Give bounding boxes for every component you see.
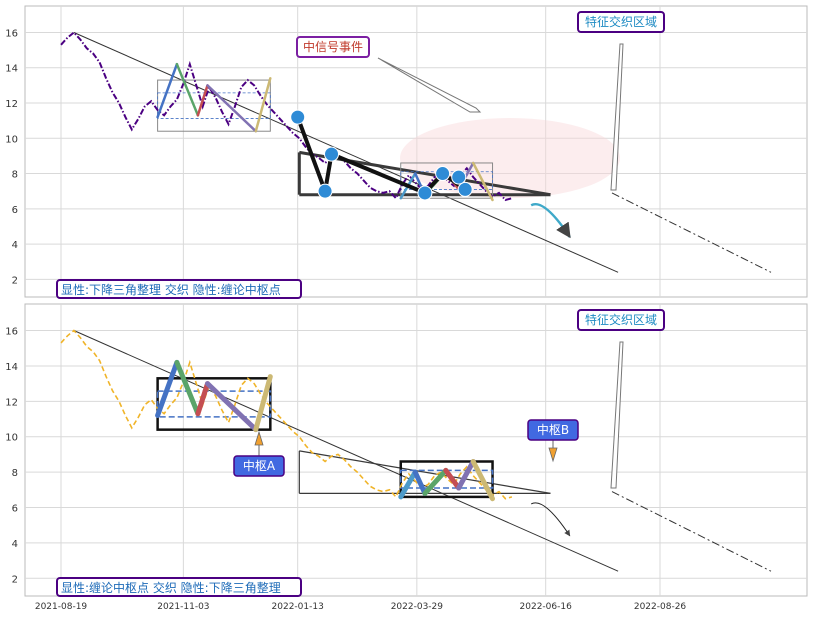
- trendline: [73, 32, 619, 273]
- y-tick-label: 10: [5, 433, 18, 444]
- y-tick-label: 2: [12, 574, 18, 585]
- bottom-region-box: [577, 309, 665, 331]
- bi-stroke: [456, 459, 476, 491]
- plot-frame: [24, 303, 808, 597]
- signal-point: [290, 109, 306, 125]
- signal-point: [317, 183, 333, 199]
- x-tick-label: 2021-08-19: [35, 602, 88, 612]
- y-tick-label: 4: [12, 240, 18, 251]
- trend-projection: [611, 192, 772, 273]
- bottom-legend-text: 显性:缠论中枢点 交织 隐性:下降三角整理: [61, 580, 281, 595]
- y-tick-label: 12: [5, 99, 18, 110]
- zhongshu-b-box: [527, 419, 579, 441]
- bi-stroke: [156, 62, 179, 119]
- x-tick-label: 2021-11-03: [157, 602, 209, 612]
- bi-stroke: [253, 374, 273, 433]
- y-tick-label: 14: [5, 64, 18, 75]
- signal-point: [324, 146, 340, 162]
- y-tick-label: 8: [12, 170, 18, 181]
- top-region-box: [577, 11, 665, 33]
- bi-stroke: [471, 161, 494, 202]
- price-line: [60, 329, 513, 500]
- x-tick-label: 2022-03-29: [391, 602, 444, 612]
- bi-stroke: [175, 62, 200, 117]
- plot-frame: [24, 5, 808, 298]
- y-tick-label: 16: [5, 28, 18, 39]
- bottom-region-label: 特征交织区域: [585, 312, 657, 327]
- y-tick-label: 16: [5, 327, 18, 338]
- bi-stroke: [205, 381, 259, 433]
- trendline: [73, 330, 619, 572]
- signal-arrow: [377, 57, 482, 113]
- y-tick-label: 14: [5, 362, 18, 373]
- zhongshu-a-label: 中枢A: [243, 458, 276, 473]
- zhongshu-b-label: 中枢B: [537, 422, 569, 437]
- top-region-label: 特征交织区域: [585, 14, 657, 29]
- bi-stroke: [254, 77, 272, 133]
- bi-stroke: [443, 467, 462, 491]
- bi-stroke: [422, 467, 449, 496]
- signal-point: [457, 181, 473, 197]
- signal-event-box: [296, 36, 370, 58]
- y-tick-label: 6: [12, 205, 18, 216]
- bi-stroke: [196, 84, 209, 117]
- top-panel: 2 4 6 8 10 12 14 16: [5, 5, 808, 298]
- x-tick-label: 2022-01-13: [272, 602, 324, 612]
- bi-stroke: [470, 459, 495, 502]
- triangle-upper-edge: [299, 450, 551, 494]
- region-arrow: [610, 341, 624, 489]
- x-tick-label: 2022-08-26: [634, 602, 687, 612]
- x-tick-label: 2022-06-16: [520, 602, 573, 612]
- signal-event-label: 中信号事件: [303, 39, 363, 54]
- bi-stroke: [155, 359, 180, 418]
- y-tick-label: 8: [12, 468, 18, 479]
- top-legend-text: 显性:下降三角整理 交织 隐性:缠论中枢点: [61, 282, 281, 297]
- signal-point: [435, 166, 451, 182]
- y-tick-label: 2: [12, 275, 18, 286]
- forecast-arrow: [530, 203, 571, 239]
- bi-stroke: [412, 469, 428, 496]
- bi-stroke: [206, 84, 258, 133]
- forecast-arrow: [530, 502, 571, 537]
- bottom-legend-box: [56, 577, 302, 597]
- signal-point: [451, 169, 467, 185]
- bi-stroke: [398, 469, 418, 500]
- y-tick-label: 6: [12, 504, 18, 515]
- bottom-panel: 2 4 6 8 10 12 14 16: [5, 303, 808, 597]
- trend-projection: [611, 491, 772, 572]
- y-tick-label: 12: [5, 397, 18, 408]
- y-tick-label: 10: [5, 134, 18, 145]
- bi-stroke: [195, 381, 210, 417]
- signal-point: [417, 185, 433, 201]
- top-legend-box: [56, 279, 302, 299]
- zhongshu-a-box: [233, 455, 285, 477]
- bi-stroke: [174, 359, 201, 417]
- region-arrow: [610, 43, 624, 191]
- y-tick-label: 4: [12, 539, 18, 550]
- x-axis: 2021-08-19 2021-11-03 2022-01-13 2022-03-29…: [35, 602, 687, 612]
